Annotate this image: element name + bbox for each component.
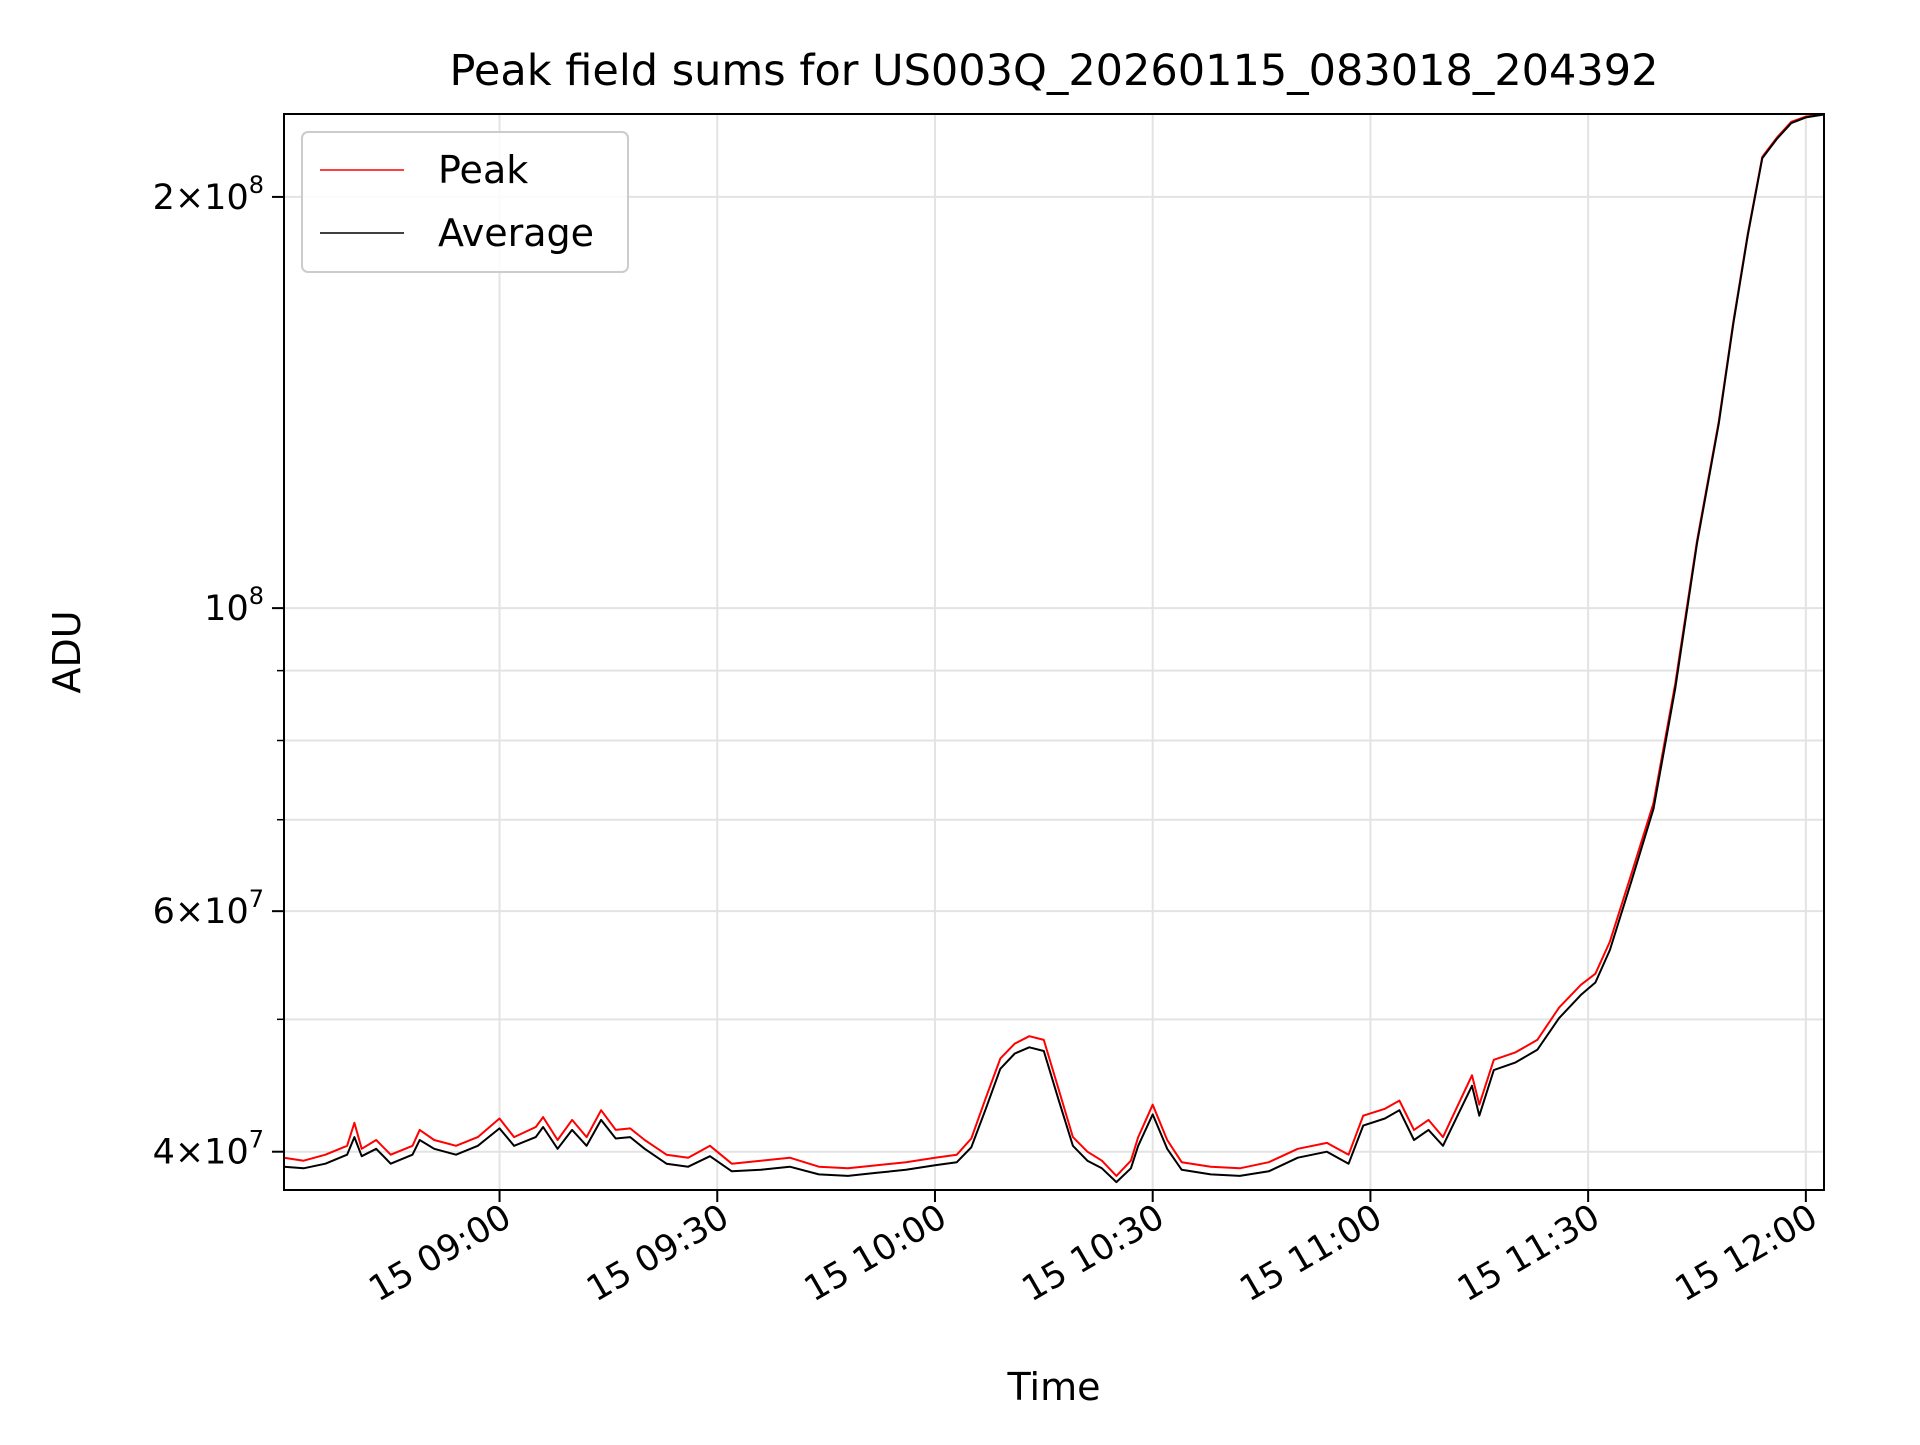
y-tick-label: 108 [204, 582, 264, 629]
y-tick-label: 6×107 [153, 885, 264, 932]
y-axis-label: ADU [45, 610, 89, 693]
y-axis-ticks: 4×107 6×107 108 2×108 [153, 171, 284, 1173]
y-tick-exponent: 7 [249, 885, 264, 913]
plot-frame [283, 113, 1825, 1191]
series-average-line [283, 113, 1825, 1184]
x-axis-label: Time [1007, 1365, 1101, 1409]
y-tick-exponent: 7 [249, 1126, 264, 1154]
legend-box [301, 131, 629, 273]
series-peak-line [283, 113, 1825, 1177]
legend-average-label: Average [438, 211, 594, 255]
y-tick-exponent: 8 [249, 171, 264, 199]
y-tick-label: 4×107 [153, 1126, 264, 1173]
chart-title: Peak field sums for US003Q_20260115_0830… [450, 46, 1659, 96]
series-layer [283, 113, 1825, 1184]
y-tick-exponent: 8 [249, 582, 264, 610]
legend-peak-label: Peak [438, 148, 528, 192]
y-tick-label: 2×108 [153, 171, 264, 218]
legend: Peak Average [301, 131, 629, 273]
